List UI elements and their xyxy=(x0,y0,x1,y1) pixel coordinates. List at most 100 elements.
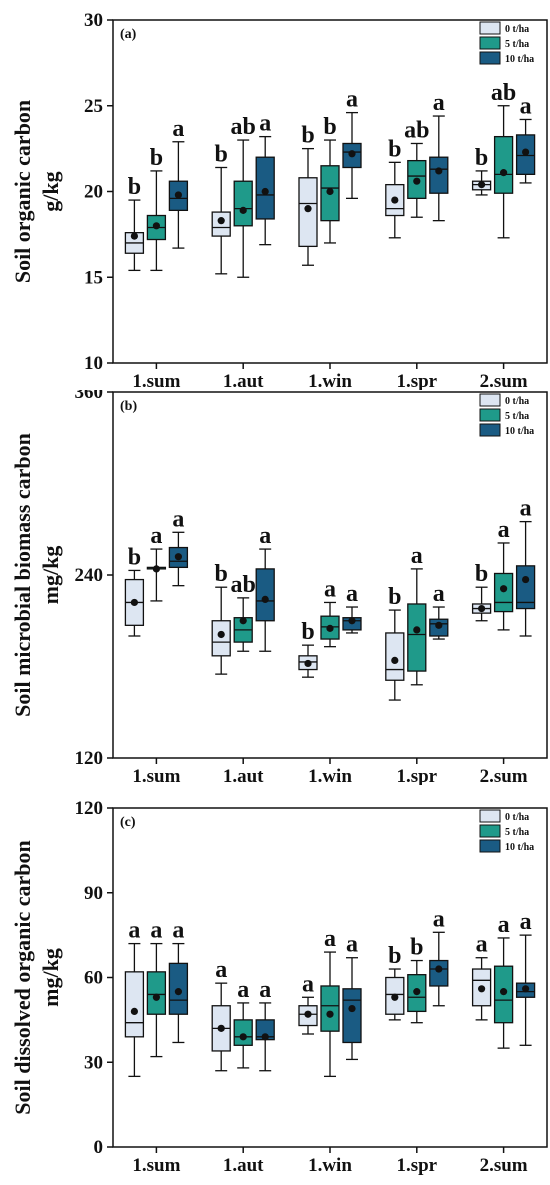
mean-marker xyxy=(304,205,312,213)
box-body xyxy=(429,959,449,987)
significance-letter: a xyxy=(520,93,532,119)
legend-swatch xyxy=(479,51,501,65)
box-10tha-1.win: a xyxy=(342,581,362,634)
box-10tha-1.sum: a xyxy=(168,506,189,587)
mean-marker xyxy=(261,187,269,196)
significance-letter: b xyxy=(388,943,401,969)
mean-marker xyxy=(130,1007,138,1015)
mean-marker xyxy=(478,985,486,993)
box-5tha-1.aut: ab xyxy=(231,114,256,278)
box-0tha-2.sum: b xyxy=(471,561,492,622)
panel-label: (c) xyxy=(120,815,136,830)
x-tick-label: 2.sum xyxy=(480,371,528,390)
x-tick-label: 1.aut xyxy=(223,1155,264,1176)
box-0tha-1.win: a xyxy=(298,971,318,1035)
x-tick-label: 1.spr xyxy=(396,371,437,390)
y-tick-label: 15 xyxy=(84,267,103,288)
significance-letter: a xyxy=(324,926,336,952)
significance-letter: b xyxy=(215,141,228,167)
mean-marker xyxy=(174,191,182,199)
x-tick-label: 1.aut xyxy=(223,371,264,390)
y-tick-label: 25 xyxy=(84,96,103,117)
mean-marker xyxy=(326,187,334,196)
significance-letter: a xyxy=(172,116,184,142)
mean-marker xyxy=(500,988,508,996)
significance-letter: b xyxy=(323,114,336,140)
box-0tha-1.sum: a xyxy=(124,918,145,1078)
box-body xyxy=(385,632,405,681)
box-5tha-1.win: a xyxy=(320,926,340,1078)
y-axis-label: mg/kg xyxy=(38,546,63,605)
mean-marker xyxy=(326,624,334,632)
significance-letter: a xyxy=(498,912,510,938)
y-axis-label: Soil dissolved organic carbon xyxy=(10,840,35,1114)
significance-letter: a xyxy=(259,111,271,137)
box-10tha-1.win: a xyxy=(342,87,362,200)
box-0tha-1.aut: b xyxy=(211,141,231,275)
mean-marker xyxy=(522,575,530,584)
legend-label: 10 t/ha xyxy=(505,426,534,437)
mean-marker xyxy=(217,630,225,639)
x-tick-label: 1.aut xyxy=(223,766,264,785)
chart-svg: 0 30 60 90 120 Soil dissolved organic carbon m… xyxy=(10,798,548,1176)
mean-marker xyxy=(304,1010,312,1018)
box-5tha-1.sum: b xyxy=(146,145,167,272)
legend-swatch xyxy=(479,393,501,407)
significance-letter: b xyxy=(301,619,314,645)
box-5tha-1.spr: ab xyxy=(404,117,429,218)
legend: 0 t/ha 5 t/ha 10 t/ha xyxy=(479,809,534,853)
x-tick-label: 1.win xyxy=(308,766,352,785)
chart-panel-c: 0 30 60 90 120 Soil dissolved organic carbon m… xyxy=(0,785,550,1185)
mean-marker xyxy=(522,148,530,156)
box-10tha-1.spr: a xyxy=(429,906,449,1007)
chart-svg: 10 15 20 25 30 Soil organic carbon g/kg (a) 1.su… xyxy=(10,10,548,390)
x-tick-label: 1.sum xyxy=(132,371,180,390)
mean-marker xyxy=(413,177,421,185)
chart-panel-b: 120 240 360 Soil microbial biomass carbon mg… xyxy=(0,390,550,785)
significance-letter: a xyxy=(259,523,271,549)
mean-marker xyxy=(152,565,160,573)
significance-letter: b xyxy=(410,935,423,961)
box-5tha-1.sum: a xyxy=(146,918,167,1058)
box-10tha-1.spr: a xyxy=(429,90,449,222)
y-tick-label: 20 xyxy=(84,182,103,203)
legend-label: 0 t/ha xyxy=(505,24,529,35)
chart-svg: 120 240 360 Soil microbial biomass carbon mg… xyxy=(10,390,548,785)
mean-marker xyxy=(261,595,269,603)
y-tick-label: 10 xyxy=(84,353,103,374)
y-axis-label: g/kg xyxy=(38,171,63,211)
significance-letter: a xyxy=(498,517,510,543)
mean-marker xyxy=(174,988,182,996)
mean-marker xyxy=(348,1004,356,1013)
legend-swatch xyxy=(479,36,501,50)
significance-letter: a xyxy=(172,918,184,944)
y-tick-label: 120 xyxy=(75,748,104,769)
significance-letter: b xyxy=(301,123,314,149)
mean-marker xyxy=(478,181,486,189)
box-10tha-1.sum: a xyxy=(168,918,189,1044)
legend-swatch xyxy=(479,839,501,853)
significance-letter: b xyxy=(475,561,488,587)
x-tick-label: 1.win xyxy=(308,1155,352,1176)
box-body xyxy=(515,565,536,610)
mean-marker xyxy=(174,553,182,561)
mean-marker xyxy=(500,169,508,177)
y-tick-label: 30 xyxy=(84,1052,103,1073)
mean-marker xyxy=(348,150,356,158)
box-0tha-1.win: b xyxy=(298,619,318,678)
box-body xyxy=(493,572,514,613)
legend-label: 0 t/ha xyxy=(505,396,529,407)
mean-marker xyxy=(326,1010,334,1018)
box-0tha-1.spr: b xyxy=(385,943,405,1021)
significance-letter: a xyxy=(302,971,314,997)
box-10tha-2.sum: a xyxy=(515,93,536,184)
significance-letter: ab xyxy=(404,117,429,143)
box-body xyxy=(407,603,427,672)
legend-label: 0 t/ha xyxy=(505,812,529,823)
legend-swatch xyxy=(479,408,501,422)
mean-marker xyxy=(391,196,399,204)
y-axis-label: Soil microbial biomass carbon xyxy=(10,433,35,717)
significance-letter: a xyxy=(520,909,532,935)
significance-letter: a xyxy=(172,506,184,532)
mean-marker xyxy=(261,1033,269,1041)
